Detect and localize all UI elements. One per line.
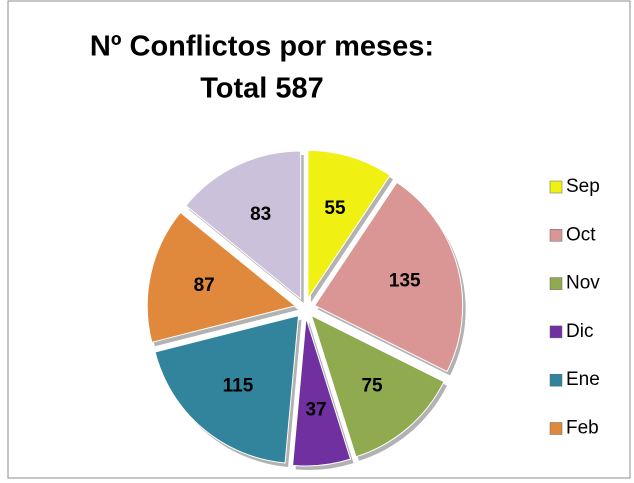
data-label: 83 [250, 204, 271, 225]
legend-label: Feb [566, 418, 599, 439]
pie-slice [313, 181, 464, 373]
data-label: 37 [305, 400, 326, 421]
legend-label: Oct [566, 224, 596, 245]
legend-label: Ene [566, 369, 600, 390]
legend-swatch [549, 229, 563, 242]
data-label: 115 [223, 376, 254, 397]
legend-swatch [549, 422, 563, 435]
pie-slice [307, 149, 391, 301]
pie-slice [146, 211, 297, 343]
data-label: 87 [194, 275, 215, 296]
pie-slice [292, 317, 352, 467]
legend-swatch [549, 277, 563, 290]
legend-swatch [549, 373, 563, 387]
data-label: 55 [324, 198, 346, 219]
legend-label: Nov [566, 273, 600, 294]
legend-swatch [549, 325, 563, 339]
pie-slice [154, 314, 300, 464]
pie-slice [310, 314, 445, 458]
legend-label: Dic [566, 321, 593, 342]
pie-slice [185, 150, 302, 301]
chart-title: Total 587 [200, 73, 324, 105]
legend-label: Sep [566, 176, 600, 197]
data-label: 75 [361, 376, 383, 397]
legend-swatch [549, 180, 563, 194]
data-label: 135 [389, 271, 421, 292]
chart-title: Nº Conflictos por meses: [90, 31, 434, 63]
